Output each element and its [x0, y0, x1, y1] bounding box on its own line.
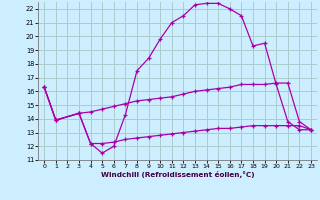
X-axis label: Windchill (Refroidissement éolien,°C): Windchill (Refroidissement éolien,°C): [101, 171, 254, 178]
